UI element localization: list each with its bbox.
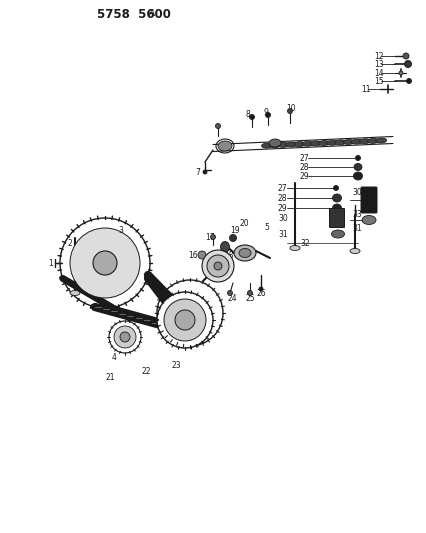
Text: 5758  5600: 5758 5600	[97, 7, 170, 20]
Circle shape	[198, 251, 205, 259]
Text: 25: 25	[245, 294, 255, 303]
Circle shape	[215, 124, 220, 128]
Circle shape	[406, 78, 411, 84]
Circle shape	[259, 287, 262, 291]
Circle shape	[201, 250, 233, 282]
Text: 1: 1	[48, 259, 53, 268]
Ellipse shape	[268, 139, 280, 147]
Text: 8: 8	[245, 109, 250, 118]
Circle shape	[355, 156, 360, 160]
Text: 3: 3	[118, 225, 123, 235]
Ellipse shape	[285, 142, 296, 147]
FancyBboxPatch shape	[329, 208, 344, 228]
Ellipse shape	[277, 142, 288, 148]
Text: 19: 19	[230, 225, 239, 235]
Text: 14: 14	[373, 69, 383, 77]
Text: 20: 20	[239, 219, 249, 228]
Text: 29: 29	[299, 172, 309, 181]
Text: 31: 31	[351, 223, 361, 232]
Text: 24: 24	[227, 294, 237, 303]
Text: 22: 22	[142, 367, 151, 376]
Circle shape	[227, 290, 232, 295]
Text: 17: 17	[204, 232, 214, 241]
Text: 32: 32	[299, 238, 309, 247]
Ellipse shape	[318, 141, 329, 146]
FancyBboxPatch shape	[360, 187, 376, 213]
Text: 29: 29	[277, 204, 287, 213]
Text: 11: 11	[360, 85, 370, 93]
Circle shape	[265, 112, 270, 117]
Circle shape	[202, 170, 207, 174]
Circle shape	[60, 218, 150, 308]
Circle shape	[402, 53, 408, 59]
Ellipse shape	[331, 230, 344, 238]
Circle shape	[164, 299, 205, 341]
Ellipse shape	[261, 143, 272, 148]
Text: 33: 33	[351, 209, 361, 219]
Text: 28: 28	[299, 163, 309, 172]
Ellipse shape	[351, 139, 361, 144]
Circle shape	[287, 109, 292, 114]
Ellipse shape	[218, 141, 231, 151]
Circle shape	[210, 235, 215, 239]
Text: 7: 7	[195, 167, 199, 176]
Ellipse shape	[349, 248, 359, 254]
Ellipse shape	[289, 246, 299, 251]
Text: 23: 23	[172, 360, 181, 369]
Circle shape	[120, 332, 130, 342]
Ellipse shape	[332, 194, 341, 202]
Circle shape	[403, 61, 411, 68]
Ellipse shape	[70, 290, 80, 295]
Ellipse shape	[302, 141, 313, 146]
Ellipse shape	[367, 139, 378, 143]
Text: 9: 9	[263, 108, 268, 117]
Ellipse shape	[353, 172, 362, 180]
Circle shape	[70, 228, 140, 298]
Ellipse shape	[332, 204, 341, 212]
Text: 12: 12	[373, 52, 383, 61]
Ellipse shape	[294, 142, 305, 147]
Text: 26: 26	[256, 288, 266, 297]
Circle shape	[249, 115, 254, 119]
Circle shape	[175, 310, 195, 330]
Text: 10: 10	[285, 103, 295, 112]
Ellipse shape	[233, 245, 256, 261]
Circle shape	[229, 235, 236, 241]
Ellipse shape	[239, 248, 250, 257]
Circle shape	[333, 185, 338, 190]
Ellipse shape	[326, 140, 337, 145]
Ellipse shape	[361, 215, 375, 224]
Text: 21: 21	[106, 374, 115, 383]
Text: 4: 4	[112, 353, 117, 362]
Circle shape	[109, 321, 141, 353]
Circle shape	[114, 326, 136, 348]
Ellipse shape	[359, 139, 369, 144]
Circle shape	[207, 255, 228, 277]
Ellipse shape	[269, 143, 280, 148]
Circle shape	[93, 251, 117, 275]
Text: 16: 16	[187, 251, 197, 260]
Text: A: A	[149, 9, 155, 18]
Ellipse shape	[353, 164, 361, 171]
Text: 30: 30	[277, 214, 287, 222]
Ellipse shape	[334, 140, 345, 145]
Circle shape	[398, 71, 402, 75]
Ellipse shape	[343, 140, 353, 144]
Text: 18: 18	[224, 251, 233, 260]
Circle shape	[157, 292, 213, 348]
Circle shape	[213, 262, 222, 270]
Text: 2: 2	[68, 238, 72, 247]
Circle shape	[247, 290, 252, 295]
Ellipse shape	[310, 141, 321, 146]
Text: 5: 5	[263, 222, 268, 231]
Text: 30: 30	[351, 188, 361, 197]
Ellipse shape	[220, 241, 229, 253]
Text: 13: 13	[373, 60, 383, 69]
Text: 15: 15	[373, 77, 383, 85]
Text: 27: 27	[299, 154, 309, 163]
Text: 27: 27	[277, 183, 287, 192]
Text: 28: 28	[277, 193, 287, 203]
Text: 31: 31	[277, 230, 287, 238]
Ellipse shape	[375, 138, 386, 143]
